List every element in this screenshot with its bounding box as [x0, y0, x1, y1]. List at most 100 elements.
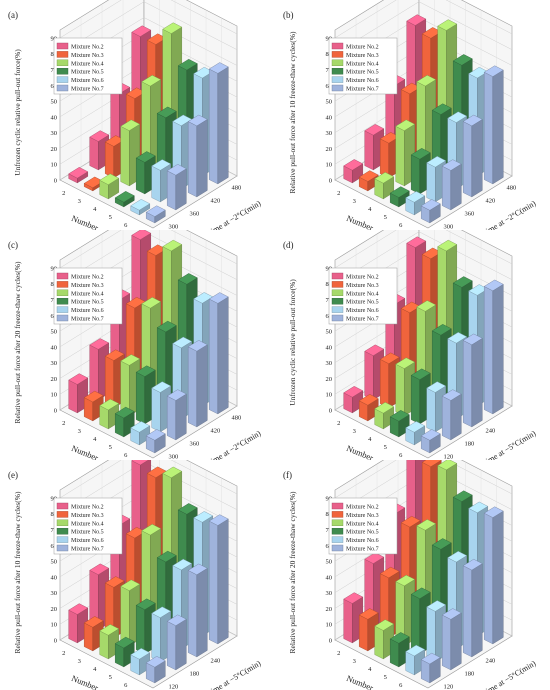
bar [441, 159, 462, 211]
legend-label: Mixture No.3 [346, 283, 379, 289]
bar [420, 652, 441, 684]
x-tick-label: 2 [337, 420, 340, 427]
x-axis-title: Number [70, 213, 100, 230]
bar [145, 656, 166, 684]
y-tick-label: 50 [51, 99, 58, 106]
legend-swatch [331, 42, 344, 50]
legend-swatch [331, 51, 344, 58]
y-tick-label: 40 [326, 574, 333, 581]
panel-label: (e) [8, 470, 18, 480]
bar [208, 292, 229, 415]
y-tick-label: 50 [326, 329, 333, 336]
legend-label: Mixture No.3 [71, 53, 104, 59]
x-tick-label: 5 [109, 214, 112, 221]
y-tick-label: 50 [51, 329, 58, 336]
legend: Mixture No.2 Mixture No.3 Mixture No.4 Mixt… [53, 37, 123, 95]
z-tick-label: 480 [232, 185, 242, 192]
y-tick-label: 20 [326, 376, 333, 383]
legend-label: Mixture No.3 [346, 53, 379, 59]
legend-swatch [56, 272, 69, 280]
legend-swatch [56, 536, 69, 543]
y-tick-label: 30 [326, 590, 333, 597]
x-axis-title: Number [345, 673, 375, 690]
bar [130, 199, 151, 216]
legend-swatch [331, 314, 344, 322]
y-tick-label: 10 [51, 392, 58, 399]
bar [441, 608, 462, 671]
z-tick-label: 300 [169, 224, 179, 231]
legend-swatch [331, 544, 344, 552]
y-tick-label: 40 [51, 574, 58, 581]
bar [99, 173, 120, 200]
legend-label: Mixture No.2 [71, 45, 104, 51]
legend-swatch [56, 544, 69, 552]
legend-swatch [56, 502, 69, 510]
legend-swatch [331, 527, 344, 535]
bar [405, 191, 426, 216]
x-tick-label: 4 [93, 666, 97, 673]
legend-label: Mixture No.3 [346, 513, 379, 519]
bar [145, 429, 166, 454]
y-tick-label: 50 [326, 559, 333, 566]
y-tick-label: 40 [51, 344, 58, 351]
bar [145, 205, 166, 224]
legend-swatch [331, 289, 344, 296]
z-tick-label: 480 [232, 415, 242, 422]
z-tick-label: 120 [444, 454, 454, 461]
x-tick-label: 6 [124, 682, 128, 689]
y-tick-label: 10 [326, 622, 333, 629]
bar [208, 514, 229, 645]
z-tick-label: 360 [190, 211, 200, 218]
legend-swatch [56, 42, 69, 50]
z-tick-label: 420 [486, 198, 496, 205]
legend-label: Mixture No.2 [346, 505, 379, 511]
bar [462, 558, 483, 658]
legend: Mixture No.2 Mixture No.3 Mixture No.4 Mixt… [328, 497, 398, 555]
legend-label: Mixture No.5 [71, 530, 104, 536]
bar [483, 65, 504, 185]
legend-swatch [56, 511, 69, 518]
y-tick-label: 0 [329, 638, 332, 645]
legend-label: Mixture No.2 [71, 505, 104, 511]
x-tick-label: 2 [62, 190, 65, 197]
y-tick-label: 10 [51, 622, 58, 629]
legend-label: Mixture No.5 [346, 530, 379, 536]
x-tick-label: 3 [353, 428, 356, 435]
legend-label: Mixture No.5 [71, 300, 104, 306]
y-tick-label: 30 [51, 590, 58, 597]
x-tick-label: 2 [337, 650, 340, 657]
legend-swatch [56, 67, 69, 75]
legend-label: Mixture No.4 [71, 61, 104, 67]
panel-c: 0102030405060708090234567300360420480Num… [0, 230, 275, 460]
legend-label: Mixture No.3 [71, 513, 104, 519]
legend-swatch [331, 67, 344, 75]
z-tick-label: 360 [190, 441, 200, 448]
y-axis-title: Relative pull-out force after 10 freeze-… [13, 491, 22, 653]
y-tick-label: 40 [51, 114, 58, 121]
panel-label: (b) [283, 10, 294, 20]
bar [374, 402, 395, 430]
legend-swatch [56, 527, 69, 535]
bar [441, 389, 462, 441]
y-tick-label: 0 [329, 408, 332, 415]
bar [343, 159, 364, 184]
legend-swatch [331, 519, 344, 526]
z-tick-label: 420 [211, 428, 221, 435]
x-tick-label: 3 [78, 428, 81, 435]
y-tick-label: 50 [51, 559, 58, 566]
x-tick-label: 5 [109, 674, 112, 681]
panel-a: 0102030405060708090234567300360420480Num… [0, 0, 275, 230]
legend-label: Mixture No.6 [71, 308, 104, 314]
legend-label: Mixture No.7 [71, 547, 104, 553]
legend-label: Mixture No.4 [346, 61, 379, 67]
legend: Mixture No.2 Mixture No.3 Mixture No.4 Mixt… [328, 267, 398, 325]
legend-label: Mixture No.4 [71, 521, 104, 527]
x-tick-label: 5 [109, 444, 112, 451]
y-tick-label: 20 [326, 606, 333, 613]
legend-label: Mixture No.6 [71, 538, 104, 544]
panel-e: 0102030405060708090234567120180240Number… [0, 460, 275, 690]
bar [187, 114, 208, 198]
legend-label: Mixture No.3 [71, 283, 104, 289]
x-tick-label: 6 [399, 452, 403, 459]
